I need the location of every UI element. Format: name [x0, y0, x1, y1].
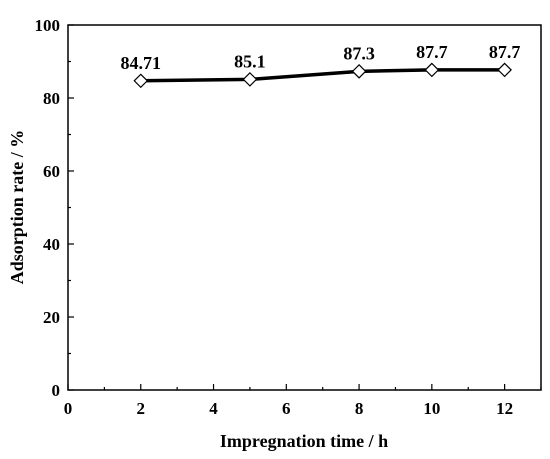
- data-point: [242, 72, 258, 87]
- x-tick-label: 6: [282, 399, 291, 418]
- y-tick-label: 40: [43, 235, 60, 254]
- y-axis-title: Adsorption rate / %: [7, 130, 27, 285]
- x-tick-label: 10: [423, 399, 440, 418]
- x-tick-label: 12: [496, 399, 513, 418]
- x-tick-label: 8: [355, 399, 364, 418]
- y-tick-label: 20: [43, 308, 60, 327]
- y-axis-tick-labels: 0 20 40 60 80 100: [35, 16, 61, 400]
- data-label: 87.7: [489, 42, 521, 62]
- x-tick-label: 0: [64, 399, 73, 418]
- data-label: 87.7: [416, 42, 448, 62]
- x-axis-tick-labels: 0 2 4 6 8 10 12: [64, 399, 513, 418]
- data-label: 87.3: [343, 43, 375, 63]
- y-tick-label: 60: [43, 162, 60, 181]
- data-markers: [133, 62, 512, 89]
- data-label: 85.1: [234, 51, 266, 71]
- y-tick-label: 0: [52, 381, 61, 400]
- data-point: [497, 62, 512, 78]
- y-tick-label: 80: [43, 89, 60, 108]
- data-labels: 84.71 85.1 87.3 87.7 87.7: [121, 42, 521, 73]
- x-axis-title: Impregnation time / h: [220, 431, 388, 451]
- series-line: [140, 68, 505, 83]
- data-point: [424, 62, 440, 78]
- x-axis-ticks: [67, 384, 542, 390]
- y-axis-ticks: [68, 24, 74, 391]
- data-point: [351, 64, 367, 79]
- y-tick-label: 100: [35, 16, 61, 35]
- x-tick-label: 2: [137, 399, 146, 418]
- x-tick-label: 4: [209, 399, 218, 418]
- data-point: [133, 73, 149, 89]
- data-label: 84.71: [121, 53, 162, 73]
